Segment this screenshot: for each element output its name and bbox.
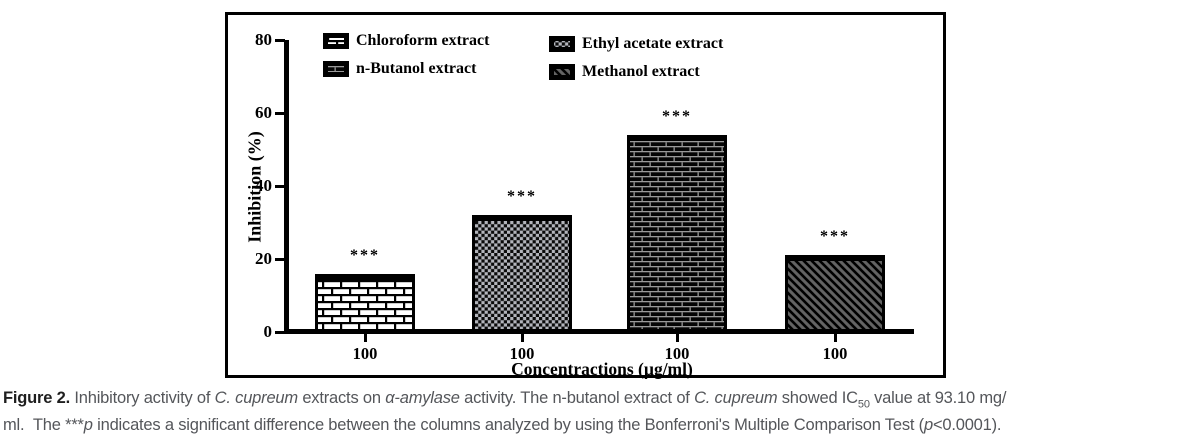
legend-swatch-icon [549,64,575,80]
bar-chart: Chloroform extract n-Butanol extract Ethy… [225,12,946,379]
y-axis-tick [275,258,285,261]
bar-chloroform [315,274,415,332]
figure-caption: Figure 2. Inhibitory activity of C. cupr… [3,385,1188,439]
x-axis-tick [364,334,367,342]
bar-methanol [785,255,885,332]
x-axis [284,329,914,334]
caption-line-2: ml. The ***p indicates a significant dif… [3,416,1002,434]
y-tick-label: 20 [255,249,272,268]
significance-marker: *** [662,108,692,125]
bar-fill [475,221,569,329]
y-axis-tick [275,185,285,188]
legend-swatch-icon [323,33,349,49]
y-axis-tick [275,331,285,334]
legend-item: Ethyl acetate extract [549,35,723,53]
legend-label: Chloroform extract [356,32,490,49]
y-axis-title: Inhibition (%) [244,131,265,243]
significance-marker: *** [507,188,537,205]
x-tick-label: 100 [822,344,848,363]
y-tick-label: 0 [263,322,273,341]
x-tick-label: 100 [664,344,690,363]
legend-label: Methanol extract [582,63,700,80]
bar-fill [630,141,724,329]
bar-n-butanol [627,135,727,332]
legend-swatch-icon [323,61,349,77]
caption-line-1: Figure 2. Inhibitory activity of C. cupr… [3,389,1007,411]
legend-column-left: Chloroform extract n-Butanol extract [323,32,489,78]
y-tick-label: 80 [255,30,272,49]
y-tick-label: 40 [255,176,272,195]
x-axis-title: Concentractions (µg/ml) [511,359,693,379]
y-tick-label: 60 [255,103,272,122]
significance-marker: *** [350,247,380,264]
bar-ethyl-acetate [472,215,572,332]
legend-item: Chloroform extract [323,32,489,50]
bar-fill [318,280,412,329]
x-tick-label: 100 [509,344,535,363]
legend-item: n-Butanol extract [323,60,489,78]
x-axis-tick [834,334,837,342]
significance-marker: *** [820,228,850,245]
bar-fill [788,261,882,329]
legend-swatch-icon [549,36,575,52]
legend-column-right: Ethyl acetate extract Methanol extract [549,35,723,81]
y-axis-tick [275,112,285,115]
y-axis-tick [275,39,285,42]
y-axis [284,40,289,334]
x-axis-tick [521,334,524,342]
legend-item: Methanol extract [549,63,723,81]
legend-label: Ethyl acetate extract [582,35,724,52]
legend-label: n-Butanol extract [356,60,477,77]
x-axis-tick [676,334,679,342]
x-tick-label: 100 [352,344,378,363]
